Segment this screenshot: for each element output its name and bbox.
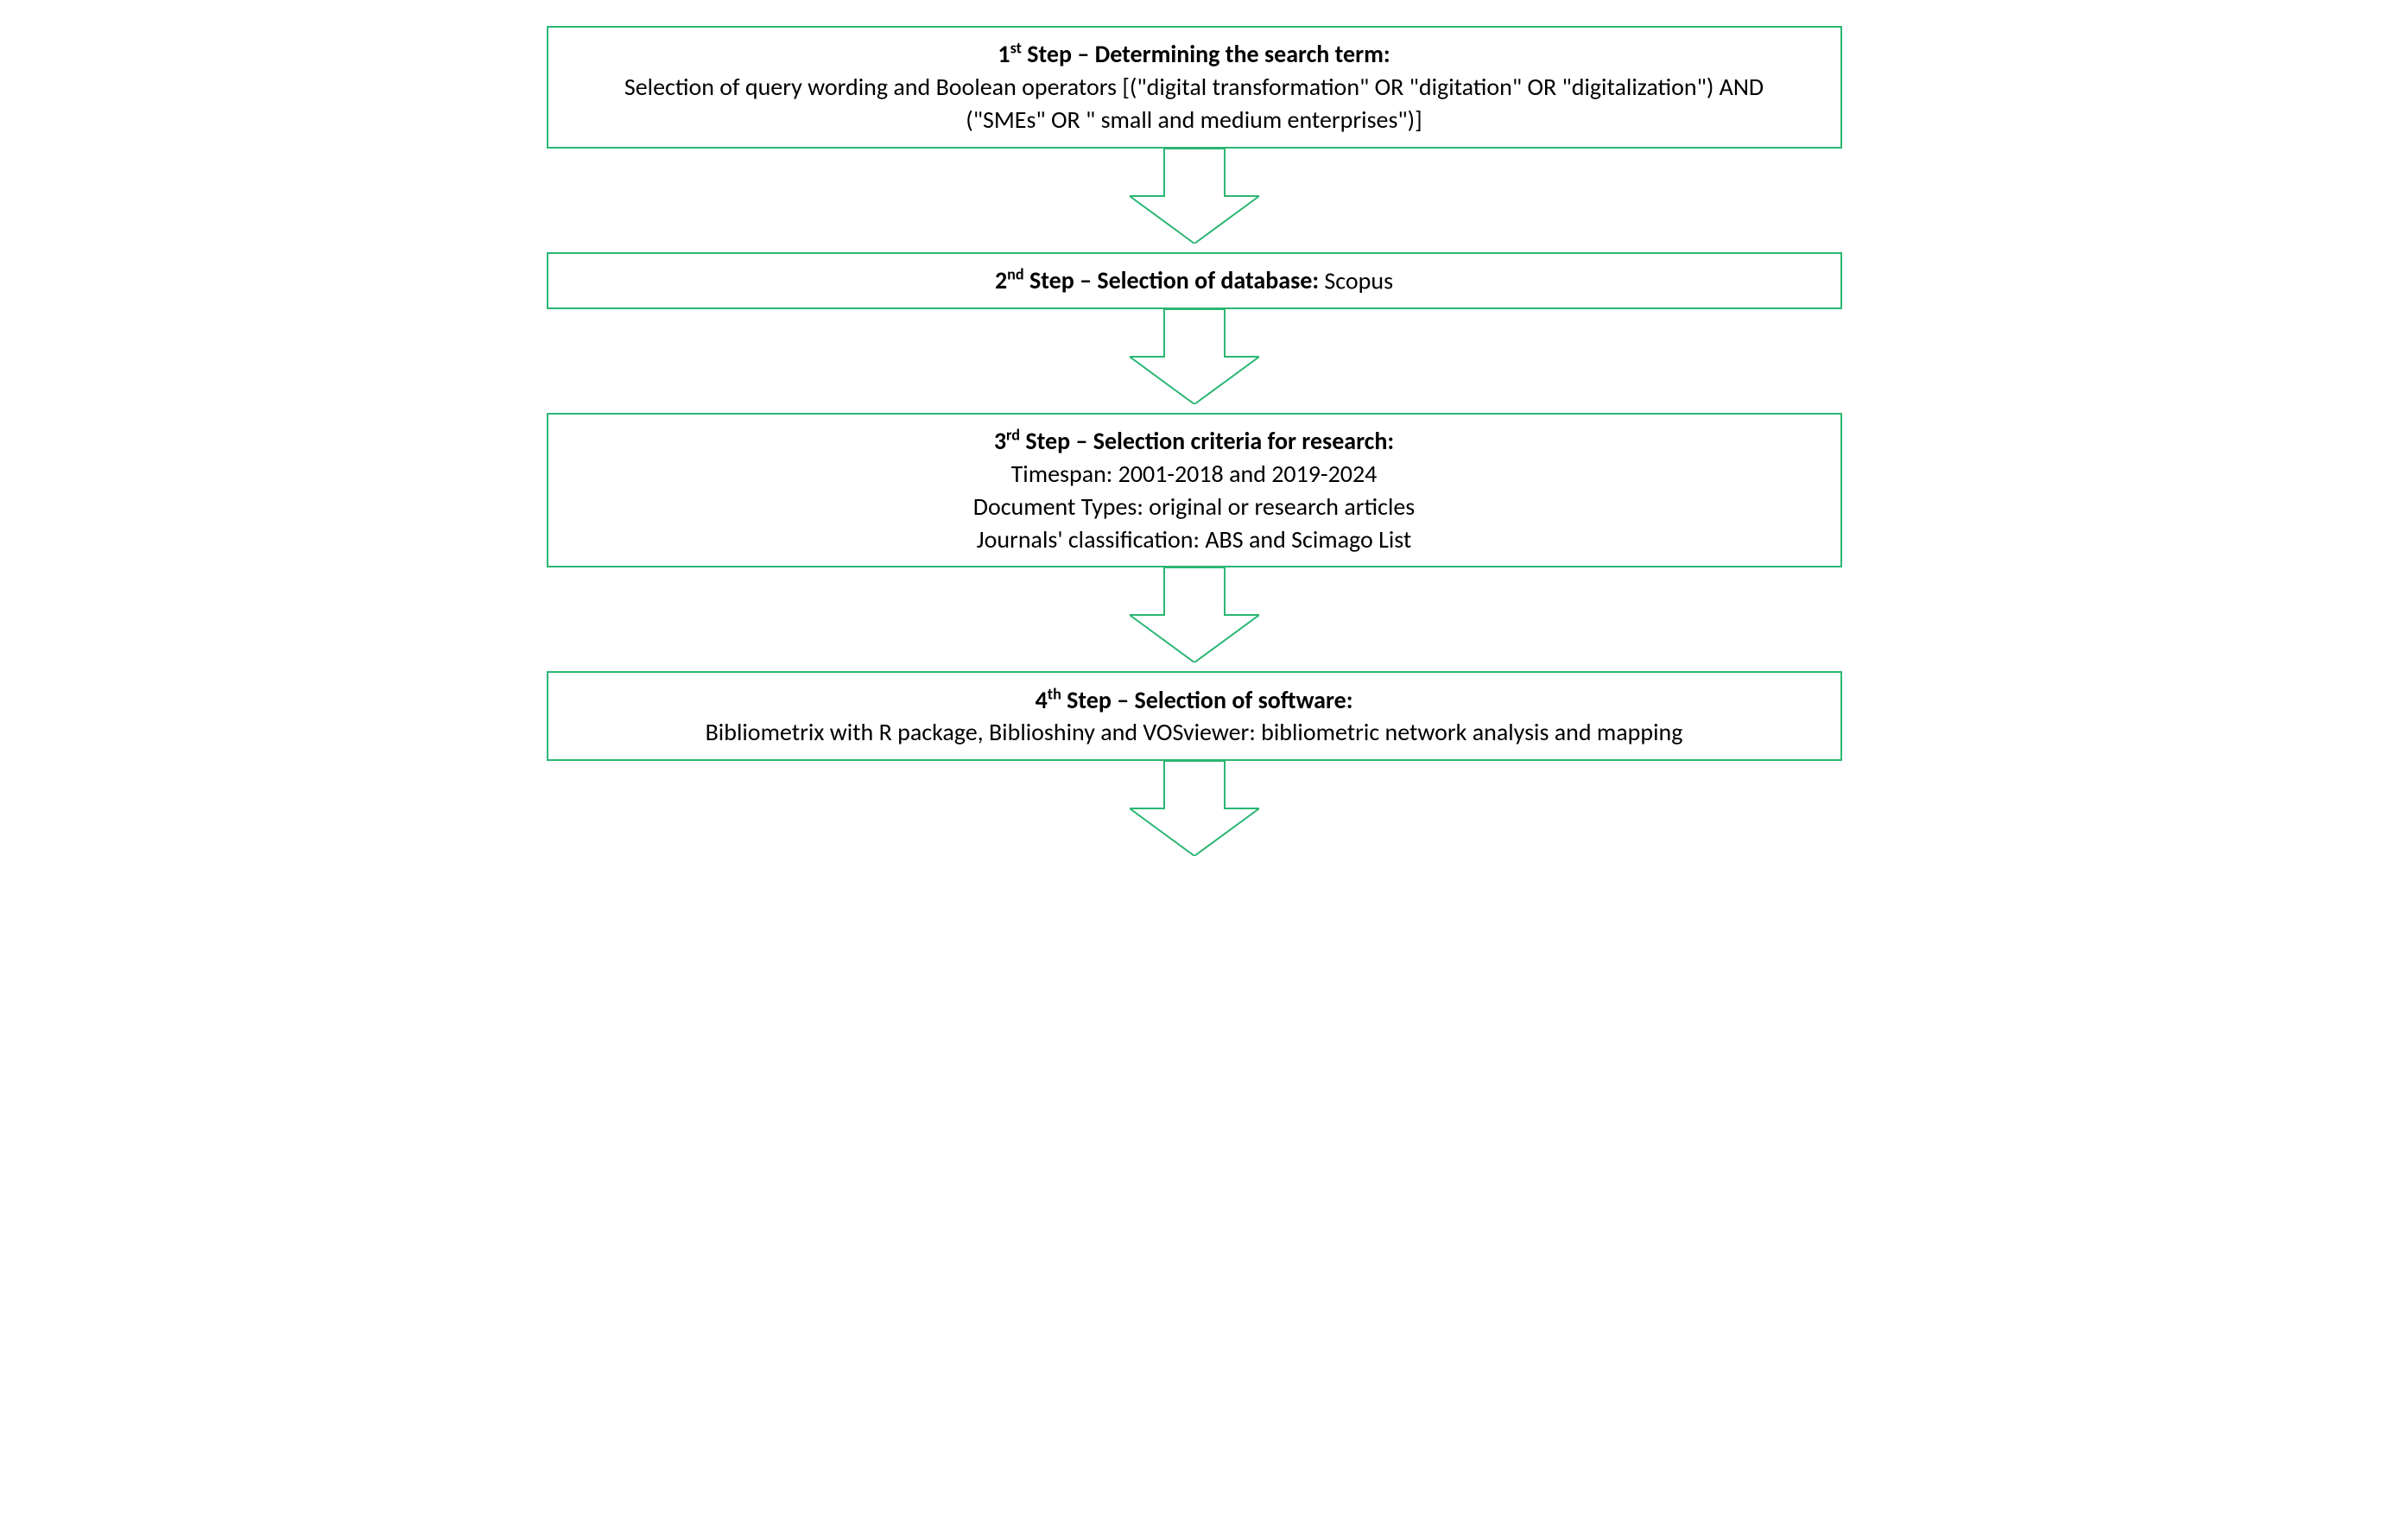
step-body-line: Journals' classification: ABS and Scimag… xyxy=(564,523,1825,556)
step-title-line: 2nd Step – Selection of database: Scopus xyxy=(564,264,1825,297)
step-body-line: Bibliometrix with R package, Biblioshiny… xyxy=(564,716,1825,749)
step-title-line: 3rd Step – Selection criteria for resear… xyxy=(564,425,1825,458)
step-title: 4th Step – Selection of software: xyxy=(1036,685,1353,715)
flow-arrow xyxy=(1130,761,1259,865)
step-ordinal-suffix: nd xyxy=(1007,265,1024,284)
step-ordinal: 4 xyxy=(1036,685,1048,715)
step-title-rest: Step – Selection criteria for research: xyxy=(1020,426,1394,456)
step-body-line: Timespan: 2001-2018 and 2019-2024 xyxy=(564,458,1825,491)
step-ordinal-suffix: th xyxy=(1048,684,1061,703)
step-title-rest: Step – Determining the search term: xyxy=(1022,39,1390,69)
step-box-1: 1st Step – Determining the search term:S… xyxy=(547,26,1842,149)
flow-arrow xyxy=(1130,149,1259,252)
flow-arrow xyxy=(1130,567,1259,671)
step-body-line: ("SMEs" OR " small and medium enterprise… xyxy=(564,104,1825,136)
step-box-2: 2nd Step – Selection of database: Scopus xyxy=(547,252,1842,309)
step-title: 1st Step – Determining the search term: xyxy=(998,39,1390,69)
step-title-line: 1st Step – Determining the search term: xyxy=(564,38,1825,71)
step-body-line: Selection of query wording and Boolean o… xyxy=(564,71,1825,104)
step-title-line: 4th Step – Selection of software: xyxy=(564,683,1825,716)
step-ordinal: 1 xyxy=(998,39,1010,69)
flowchart-container: 1st Step – Determining the search term:S… xyxy=(547,26,1842,865)
step-ordinal: 3 xyxy=(994,426,1006,456)
step-box-3: 3rd Step – Selection criteria for resear… xyxy=(547,413,1842,568)
step-ordinal-suffix: rd xyxy=(1006,426,1020,445)
step-ordinal-suffix: st xyxy=(1010,39,1022,58)
step-box-4: 4th Step – Selection of software:Bibliom… xyxy=(547,671,1842,761)
step-ordinal: 2 xyxy=(995,265,1007,295)
step-title: 3rd Step – Selection criteria for resear… xyxy=(994,426,1394,456)
step-title: 2nd Step – Selection of database: xyxy=(995,265,1319,295)
step-body-line: Document Types: original or research art… xyxy=(564,491,1825,523)
step-title-plain: Scopus xyxy=(1319,265,1393,295)
step-title-rest: Step – Selection of software: xyxy=(1061,685,1353,715)
step-title-rest: Step – Selection of database: xyxy=(1024,265,1319,295)
flow-arrow xyxy=(1130,309,1259,413)
